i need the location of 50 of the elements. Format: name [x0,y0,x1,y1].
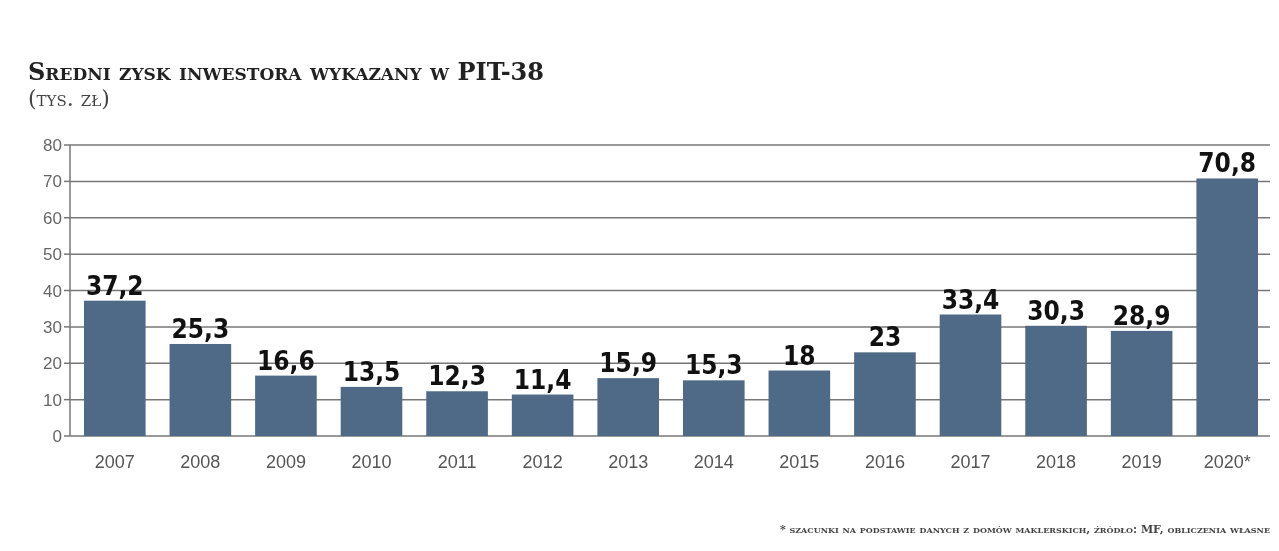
data-label: 33,4 [941,284,1000,315]
bar [682,380,745,436]
data-label: 11,4 [513,364,572,395]
bar [854,352,916,436]
y-tick-label: 30 [43,317,62,337]
y-tick-label: 80 [43,136,62,155]
bar [597,378,660,436]
x-tick-label: 2009 [265,452,306,472]
bar [255,375,317,436]
x-tick-label: 2017 [950,452,991,472]
y-tick-label: 10 [43,390,62,410]
text: * szacunki na podstawie danych z domów maklerskich, źródło: MF, obliczenia własne [779,523,1270,536]
x-tick-label: 2016 [864,452,905,472]
data-label: 12,3 [428,361,486,392]
data-label: 18 [783,340,816,371]
bar [768,370,831,436]
x-tick-label: 2019 [1121,452,1162,472]
bar [511,394,574,436]
x-tick-label: 2014 [693,452,734,472]
y-tick-label: 50 [43,245,62,265]
chart-title: Sredni zysk inwestora wykazany w PIT-38 [28,57,545,86]
x-tick-label: 2015 [779,452,820,472]
bar [939,314,1002,436]
data-label: 25,3 [171,313,230,344]
data-label: 70,8 [1198,148,1257,179]
bar [1110,330,1173,436]
x-tick-label: 2020* [1203,452,1251,472]
bar [1196,178,1259,436]
data-label: 23 [868,322,902,353]
x-tick-label: 2018 [1036,452,1077,472]
bar [169,343,232,436]
y-tick-label: 70 [43,172,62,192]
y-tick-label: 60 [43,208,62,228]
data-label: 28,9 [1112,300,1171,331]
x-tick-label: 2007 [94,452,135,472]
y-tick-label: 0 [52,427,62,446]
data-label: 30,3 [1027,295,1085,326]
bar [340,386,403,436]
x-tick-label: 2010 [351,452,392,472]
y-tick-label: 20 [43,354,62,374]
data-label: 13,5 [342,356,401,387]
bar [1025,325,1087,436]
bar [426,391,488,436]
x-tick-label: 2012 [522,452,563,472]
x-tick-label: 2011 [437,452,477,472]
x-tick-label: 2008 [180,452,221,472]
bar [83,300,146,436]
chart-subtitle: (tys. zł) [28,86,110,111]
x-tick-label: 2013 [608,452,649,472]
y-tick-label: 40 [43,281,62,301]
